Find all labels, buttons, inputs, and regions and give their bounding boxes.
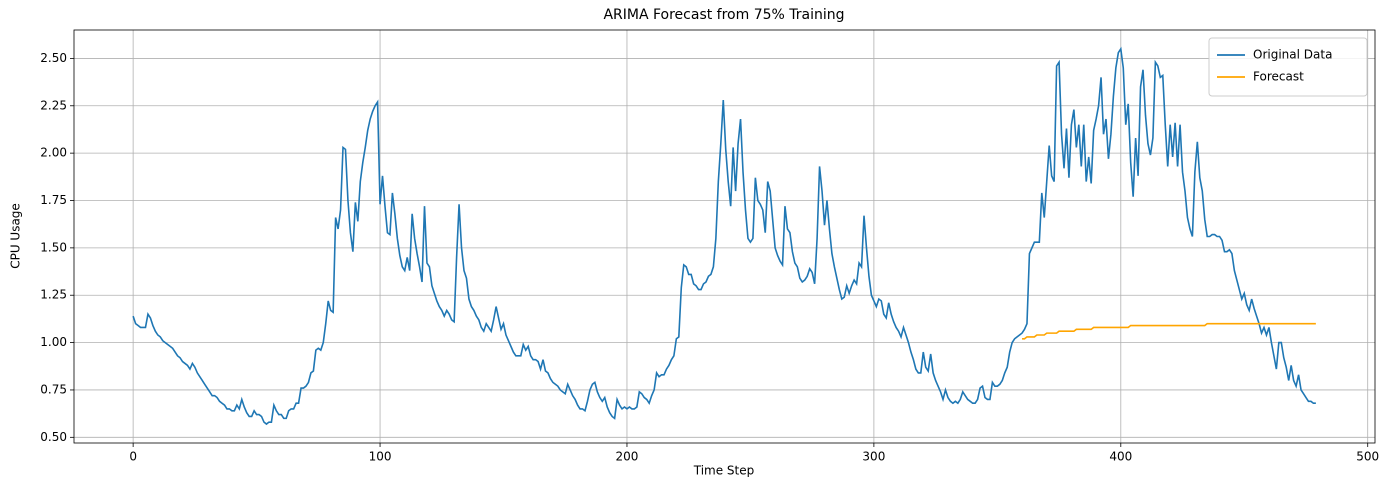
x-tick-label: 0	[129, 450, 137, 464]
data-line	[132, 46, 1316, 426]
data-line	[1022, 322, 1316, 340]
legend-label: Original Data	[1253, 48, 1332, 62]
y-tick-label: 1.50	[40, 240, 67, 254]
chart-title: ARIMA Forecast from 75% Training	[603, 7, 844, 23]
legend-label: Forecast	[1253, 70, 1304, 84]
y-tick-label: 1.00	[40, 335, 67, 349]
y-tick-label: 0.50	[40, 430, 67, 444]
legend-box	[1208, 37, 1368, 97]
y-axis-label: CPU Usage	[9, 203, 23, 269]
y-tick-label: 2.50	[40, 51, 67, 65]
x-axis-label: Time Step	[693, 464, 755, 478]
y-tick-label: 2.00	[40, 146, 67, 160]
y-tick-label: 1.25	[40, 288, 67, 302]
x-tick-label: 100	[369, 450, 392, 464]
legend: Original Data Forecast	[1208, 37, 1368, 97]
x-tick-label: 500	[1356, 450, 1379, 464]
y-tick-label: 0.75	[40, 382, 67, 396]
x-tick-label: 200	[616, 450, 639, 464]
plot-frame	[73, 29, 1376, 444]
y-tick-label: 2.25	[40, 98, 67, 112]
y-tick-label: 1.75	[40, 193, 67, 207]
x-tick-label: 400	[1109, 450, 1132, 464]
x-tick-label: 300	[862, 450, 885, 464]
